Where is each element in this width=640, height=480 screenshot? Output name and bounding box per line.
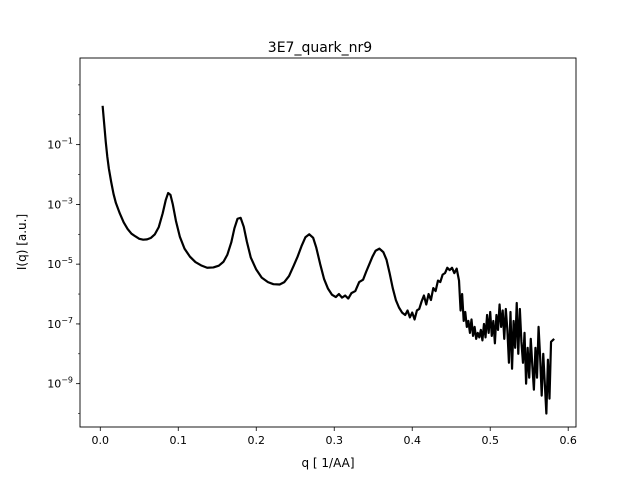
y-axis: 10−1 10−3 10−5 10−7 10−9	[47, 84, 80, 414]
x-tick-label: 0.5	[481, 434, 499, 447]
x-axis-label: q [ 1/AA]	[301, 456, 354, 470]
plot-area	[101, 105, 555, 415]
x-tick-label: 0.4	[403, 434, 421, 447]
y-tick-label: 10−7	[47, 316, 73, 331]
axes-frame	[79, 57, 577, 428]
series-line-0	[101, 105, 555, 415]
chart-title: 3E7_quark_nr9	[268, 40, 372, 56]
x-tick-label: 0.3	[325, 434, 343, 447]
y-tick-label: 10−3	[47, 196, 73, 211]
y-axis-label: I(q) [a.u.]	[15, 214, 29, 270]
y-tick-label: 10−9	[47, 376, 73, 391]
y-tick-label: 10−5	[47, 256, 73, 271]
x-tick-label: 0.2	[248, 434, 266, 447]
x-tick-label: 0.1	[170, 434, 188, 447]
x-axis: 0.0 0.1 0.2 0.3 0.4 0.5 0.6	[92, 427, 577, 447]
x-tick-label: 0.0	[92, 434, 110, 447]
x-tick-label: 0.6	[559, 434, 577, 447]
y-tick-label: 10−1	[47, 137, 73, 152]
